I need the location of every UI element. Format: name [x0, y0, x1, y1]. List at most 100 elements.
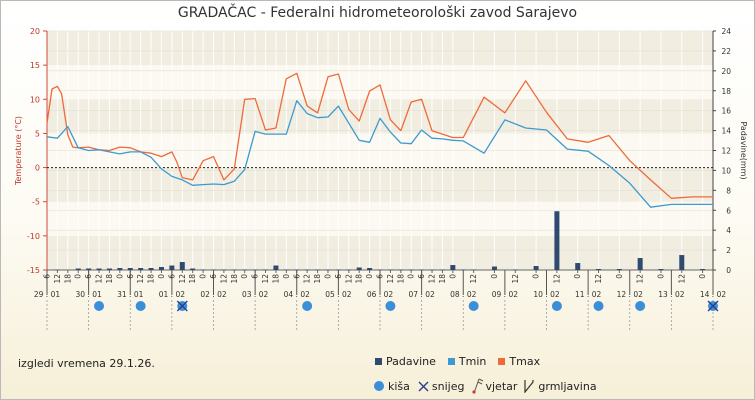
precip-bar [283, 269, 289, 271]
precip-bars [54, 211, 706, 271]
hour-tick-label: 12 [178, 274, 187, 284]
hour-tick-label: 0 [573, 274, 582, 279]
precip-bar [294, 269, 300, 271]
tmax-swatch [498, 358, 506, 365]
y-tick-label: 15 [30, 61, 40, 70]
weather-icon-row [94, 300, 719, 312]
legend-tmax: Tmax [509, 355, 541, 368]
precip-bar [273, 265, 279, 270]
snow-cross-icon [707, 300, 719, 312]
rain-dot-icon [468, 301, 479, 311]
hour-tick-label: 6 [43, 274, 52, 279]
precip-bar [315, 269, 321, 271]
hour-tick-label: 0 [532, 274, 541, 279]
precip-bar [242, 269, 248, 271]
precip-bar [106, 268, 112, 270]
temperature-lines [46, 72, 713, 208]
precip-bar [54, 269, 60, 271]
day-label: 14 . 02 [700, 290, 726, 299]
hour-tick-label: 12 [95, 274, 104, 284]
lightning-icon [524, 380, 535, 393]
rain-dot-icon [635, 301, 646, 311]
rain-dot-icon [551, 301, 562, 311]
hour-tick-label: 0 [199, 274, 208, 279]
precip-bar [148, 268, 154, 270]
precip-bar [117, 268, 123, 270]
precip-bar [387, 269, 393, 271]
hour-tick-label: 6 [126, 274, 135, 279]
precip-bar [512, 269, 518, 271]
precip-bar [596, 269, 602, 270]
y2-tick-label: 4 [726, 226, 731, 235]
day-label: 30 . 01 [76, 290, 102, 299]
hour-tick-label: 6 [84, 274, 93, 279]
day-label: 04 . 02 [284, 290, 310, 299]
precip-bar [127, 268, 133, 270]
legend-row-1: Padavine Tmin Tmax [375, 355, 540, 368]
wind-flag-icon [472, 378, 484, 394]
hour-tick-label: 18 [271, 274, 280, 284]
hour-tick-label: 0 [698, 274, 707, 279]
precip-bar [211, 269, 216, 271]
day-label: 09 . 02 [492, 290, 518, 299]
y-axis-title: Temperature (°C) [14, 116, 23, 186]
precip-bar [491, 266, 497, 270]
hour-tick-label: 12 [53, 274, 62, 284]
day-label: 13 . 02 [658, 290, 684, 299]
y2-tick-label: 18 [721, 87, 731, 96]
hour-tick-label: 0 [157, 274, 166, 279]
y2-tick-label: 8 [726, 186, 731, 195]
hour-tick-label: 12 [261, 274, 270, 284]
hour-tick-label: 12 [386, 274, 395, 284]
y-tick-label: -5 [32, 198, 40, 207]
day-label: 08 . 02 [450, 290, 476, 299]
precip-bar [450, 265, 456, 270]
hour-tick-label: 18 [313, 274, 322, 284]
hour-tick-label: 12 [552, 274, 561, 284]
y2-tick-label: 2 [726, 246, 731, 255]
y2-tick-label: 10 [721, 166, 731, 175]
hour-tick-label: 18 [105, 274, 114, 284]
rain-dot-icon [385, 301, 396, 311]
rain-dot-icon [374, 381, 384, 391]
hour-tick-label: 18 [147, 274, 156, 284]
day-label: 02 . 02 [200, 290, 226, 299]
precip-bar [575, 263, 581, 270]
hour-tick-label: 0 [115, 274, 124, 279]
precip-bar [367, 268, 373, 270]
y2-tick-label: 20 [721, 67, 731, 76]
precip-bar [408, 269, 414, 271]
hour-tick-label: 18 [188, 274, 197, 284]
tmin-swatch [447, 358, 455, 365]
precip-bar [398, 269, 404, 271]
hour-tick-label: 12 [344, 274, 353, 284]
hour-tick-label: 18 [355, 274, 364, 284]
hour-tick-label: 12 [303, 274, 312, 284]
legend-tmin: Tmin [458, 355, 487, 368]
hour-tick-label: 12 [636, 274, 645, 284]
hour-tick-label: 6 [334, 274, 343, 279]
precip-bar [221, 269, 227, 271]
precip-bar [356, 267, 362, 270]
y-tick-label: -10 [27, 232, 40, 241]
hour-tick-label: 0 [282, 274, 291, 279]
precip-bar [377, 269, 383, 271]
hour-tick-label: 0 [615, 274, 624, 279]
precip-bar [86, 268, 92, 270]
rain-dot-icon [593, 301, 604, 311]
hour-tick-label: 6 [417, 274, 426, 279]
day-label: 29 . 01 [34, 290, 60, 299]
precip-bar [190, 268, 196, 270]
precip-bar [460, 269, 466, 271]
precip-bar [304, 269, 310, 271]
hour-tick-label: 0 [74, 274, 83, 279]
precip-bar [325, 269, 331, 271]
tmax-line [46, 72, 713, 199]
precip-bar [252, 269, 258, 271]
hour-tick-label: 6 [167, 274, 176, 279]
day-label: 12 . 02 [617, 290, 643, 299]
hour-tick-label: 0 [656, 274, 665, 279]
y2-tick-label: 14 [721, 127, 731, 136]
precip-bar [419, 269, 425, 271]
